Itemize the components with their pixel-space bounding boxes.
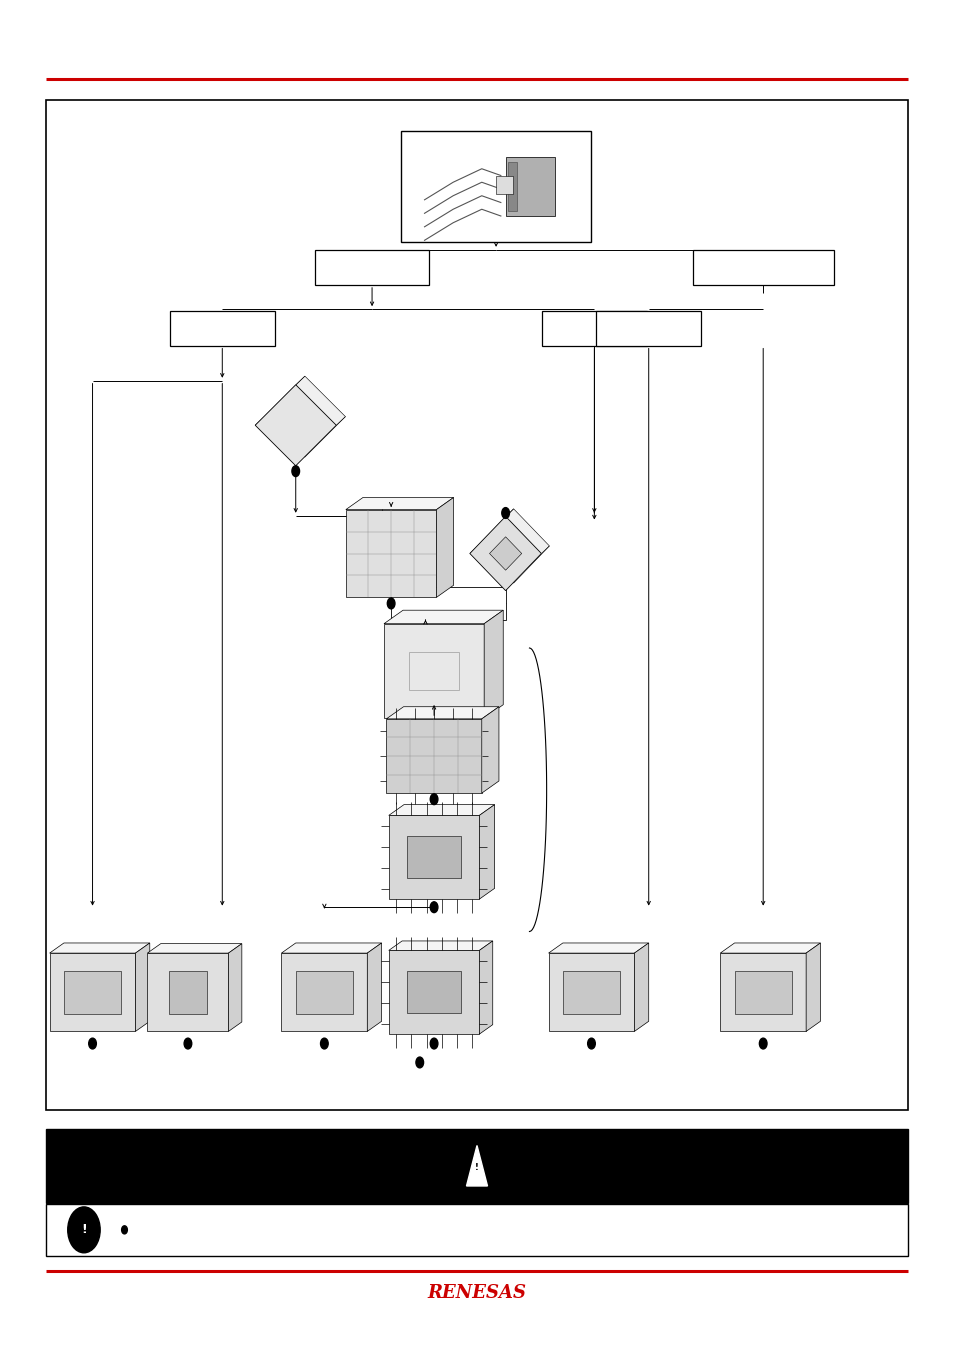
Bar <box>406 972 460 1012</box>
Polygon shape <box>345 510 436 597</box>
Polygon shape <box>479 805 495 899</box>
Bar <box>562 971 619 1014</box>
Bar <box>46 1129 907 1203</box>
Circle shape <box>416 1057 423 1068</box>
Circle shape <box>430 794 437 805</box>
Polygon shape <box>634 942 648 1031</box>
Bar <box>169 971 207 1014</box>
Polygon shape <box>477 509 549 583</box>
Circle shape <box>387 598 395 609</box>
Polygon shape <box>436 498 454 597</box>
Bar <box>64 971 121 1014</box>
Circle shape <box>320 1038 328 1049</box>
Polygon shape <box>386 707 498 718</box>
Polygon shape <box>805 942 820 1031</box>
Circle shape <box>430 1038 437 1049</box>
Circle shape <box>292 466 299 477</box>
Circle shape <box>587 1038 595 1049</box>
Bar <box>46 100 907 1110</box>
Polygon shape <box>720 953 805 1031</box>
Polygon shape <box>135 942 150 1031</box>
Bar <box>295 971 353 1014</box>
Bar <box>496 176 513 194</box>
Bar <box>391 587 505 620</box>
Bar <box>507 162 517 211</box>
Polygon shape <box>281 953 367 1031</box>
Bar <box>541 310 646 346</box>
Bar <box>734 971 791 1014</box>
Polygon shape <box>229 944 242 1031</box>
Polygon shape <box>720 942 820 953</box>
Text: !: ! <box>81 1223 87 1237</box>
Polygon shape <box>383 624 484 718</box>
Circle shape <box>501 508 509 518</box>
Polygon shape <box>389 815 479 899</box>
Polygon shape <box>147 953 229 1031</box>
Polygon shape <box>147 944 242 953</box>
Polygon shape <box>389 941 492 950</box>
Polygon shape <box>367 942 381 1031</box>
Bar <box>400 131 591 242</box>
Bar <box>46 1204 907 1256</box>
Polygon shape <box>481 707 498 794</box>
Polygon shape <box>466 1145 487 1187</box>
Text: RENESAS: RENESAS <box>427 1284 526 1303</box>
Circle shape <box>430 902 437 913</box>
Bar <box>170 310 274 346</box>
Polygon shape <box>50 942 150 953</box>
Polygon shape <box>50 953 135 1031</box>
Circle shape <box>89 1038 96 1049</box>
Polygon shape <box>484 610 503 718</box>
Polygon shape <box>281 942 381 953</box>
Bar <box>406 837 460 879</box>
Bar <box>314 250 429 285</box>
Bar <box>596 310 700 346</box>
Polygon shape <box>548 953 634 1031</box>
Polygon shape <box>389 805 495 815</box>
Bar <box>692 250 833 285</box>
Polygon shape <box>345 498 454 510</box>
Circle shape <box>759 1038 766 1049</box>
Text: !: ! <box>475 1164 478 1172</box>
Circle shape <box>68 1207 100 1253</box>
Polygon shape <box>479 941 492 1034</box>
Polygon shape <box>489 537 521 570</box>
Polygon shape <box>386 718 481 794</box>
Polygon shape <box>548 942 648 953</box>
Bar <box>505 157 555 216</box>
Polygon shape <box>255 385 335 466</box>
Circle shape <box>122 1226 128 1234</box>
Polygon shape <box>389 950 479 1034</box>
Polygon shape <box>469 517 541 591</box>
Polygon shape <box>383 610 503 624</box>
Circle shape <box>184 1038 192 1049</box>
Polygon shape <box>264 377 345 458</box>
